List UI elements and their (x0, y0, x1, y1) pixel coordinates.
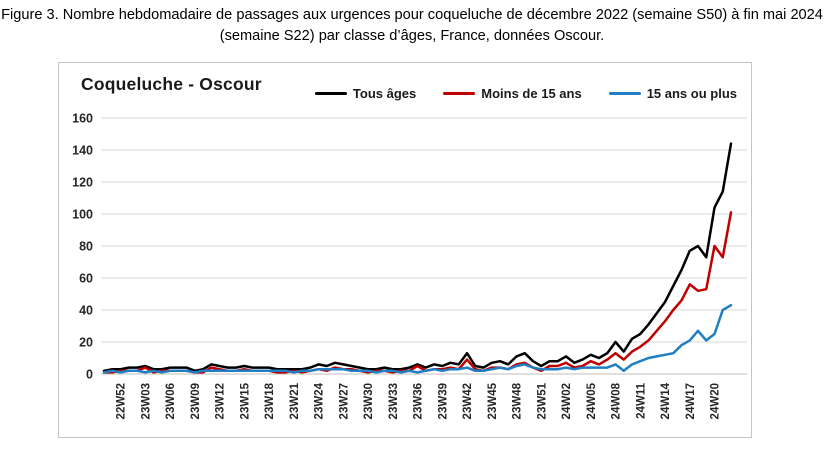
figure-caption-line-1: Figure 3. Nombre hebdomadaire de passage… (1, 7, 823, 23)
series-line-moins-de-15-ans (102, 211, 733, 374)
plot-area: 0 20 40 60 80 100 120 140 160 22W52 23W03 23W06 23W0… (72, 112, 747, 419)
x-tick-label: 23W45 (487, 382, 499, 419)
x-tick-label: 23W06 (165, 383, 177, 419)
x-tick-label: 23W24 (314, 382, 326, 419)
series-line-15-ans-ou-plus (102, 303, 733, 374)
x-tick-label: 24W14 (660, 382, 672, 419)
legend-line-swatch-black (314, 91, 347, 96)
y-tick-label: 60 (79, 272, 93, 286)
legend-item-moins-15: Moins de 15 ans (443, 86, 582, 101)
x-tick-label: 23W12 (215, 383, 227, 419)
figure-caption-line-2: (semaine S22) par classe d’âges, France,… (219, 28, 605, 44)
legend-item-15-plus: 15 ans ou plus (608, 86, 737, 101)
x-tick-label: 23W48 (512, 382, 524, 419)
legend-label: Moins de 15 ans (481, 86, 582, 101)
x-tick-label: 23W09 (190, 383, 202, 419)
legend-label: Tous âges (352, 86, 417, 101)
x-tick-label: 23W51 (536, 382, 548, 419)
chart-title: Coqueluche - Oscour (81, 74, 262, 94)
x-tick-label: 23W18 (264, 382, 276, 419)
chart-legend: Tous âges Moins de 15 ans 15 ans ou plus (314, 86, 737, 101)
y-tick-label: 40 (79, 304, 93, 318)
x-tick-label: 23W36 (413, 383, 425, 419)
x-tick-label: 24W17 (685, 383, 697, 419)
chart-box: Coqueluche - Oscour Tous âges Moins de 1… (58, 62, 752, 438)
x-tick-label: 24W20 (710, 383, 722, 419)
x-tick-label: 23W27 (338, 383, 350, 419)
legend-label: 15 ans ou plus (646, 86, 737, 101)
x-tick-label: 23W30 (363, 383, 375, 419)
x-tick-label: 23W33 (388, 383, 400, 419)
y-tick-label: 140 (72, 144, 93, 158)
y-tick-label: 160 (72, 112, 93, 126)
x-tick-label: 24W05 (586, 382, 598, 419)
figure-caption: Figure 3. Nombre hebdomadaire de passage… (0, 5, 824, 47)
x-tick-label: 23W42 (462, 383, 474, 419)
series-line-tous-âges (102, 142, 733, 373)
y-tick-label: 120 (72, 176, 93, 190)
y-tick-label: 0 (86, 368, 93, 382)
x-tick-label: 22W52 (116, 383, 128, 419)
legend-item-tous-ages: Tous âges (314, 86, 417, 101)
y-tick-label: 80 (79, 240, 93, 254)
x-tick-label: 24W02 (561, 383, 573, 419)
x-tick-label: 24W11 (635, 382, 647, 418)
x-tick-label: 24W08 (611, 382, 623, 419)
y-tick-label: 20 (79, 336, 93, 350)
x-tick-label: 23W15 (239, 382, 251, 419)
legend-line-swatch-red (443, 91, 476, 96)
x-tick-label: 23W21 (289, 382, 301, 419)
y-tick-label: 100 (72, 208, 93, 222)
x-tick-label: 23W39 (437, 383, 449, 419)
legend-line-swatch-blue (608, 91, 641, 96)
x-tick-label: 23W03 (140, 383, 152, 419)
